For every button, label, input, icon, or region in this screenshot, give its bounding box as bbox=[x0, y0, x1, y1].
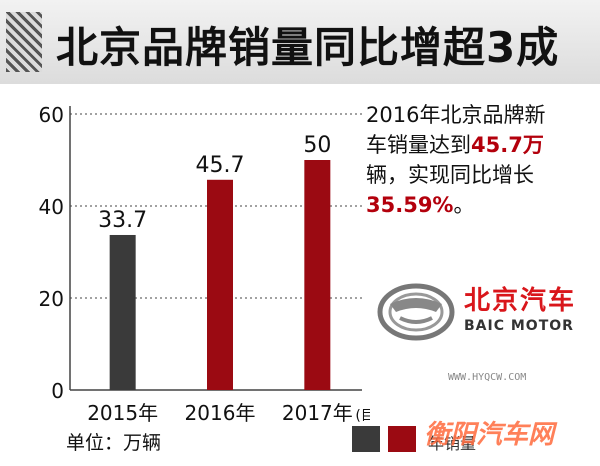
baic-emblem-icon bbox=[377, 283, 455, 341]
bar-chart: 0 20 40 60 33.7 2015年 45.7 2016年 50 2017年(目标) bbox=[39, 103, 370, 424]
summary-note: 2016年北京品牌新 车销量达到45.7万 辆，实现同比增长 35.59%。 bbox=[366, 100, 596, 220]
note-line-2: 车销量达到 bbox=[366, 133, 471, 157]
title-bar: 北京品牌销量同比增超3成 bbox=[0, 0, 600, 84]
unit-label: 单位：万辆 bbox=[66, 432, 162, 454]
y-tick-label: 60 bbox=[39, 103, 64, 127]
note-line-3: 辆，实现同比增长 bbox=[366, 163, 534, 187]
x-tick-label: 2015年 bbox=[87, 401, 158, 424]
title-stripes-decoration bbox=[6, 12, 42, 72]
legend-label: 年销量 bbox=[428, 434, 477, 453]
y-tick-label: 0 bbox=[51, 379, 64, 403]
chart-title: 北京品牌销量同比增超3成 bbox=[56, 23, 560, 72]
x-tick-label: 2016年 bbox=[185, 401, 256, 424]
legend-swatch-dark bbox=[352, 426, 380, 452]
bar bbox=[109, 234, 136, 390]
y-tick-label: 20 bbox=[39, 287, 64, 311]
legend-swatch-red bbox=[388, 426, 416, 452]
x-tick-label: 2017年 bbox=[282, 401, 353, 424]
note-highlight-sales: 45.7万 bbox=[471, 133, 544, 157]
logo-text-cn: 北京汽车 bbox=[464, 286, 577, 316]
data-label: 33.7 bbox=[98, 208, 147, 233]
data-label: 50 bbox=[303, 133, 331, 158]
watermark-site: 衡阳汽车网 bbox=[424, 420, 555, 450]
note-line-1: 2016年北京品牌新 bbox=[366, 103, 546, 127]
bar bbox=[304, 160, 331, 390]
watermark-url: WWW.HYQCW.COM bbox=[448, 372, 527, 383]
x-tick-suffix: (目标) bbox=[355, 408, 370, 424]
note-line-4-suffix: 。 bbox=[453, 193, 475, 217]
logo-text-en: BAIC MOTOR bbox=[464, 318, 574, 334]
bar bbox=[207, 179, 233, 390]
baic-logo: 北京汽车 BAIC MOTOR bbox=[368, 232, 600, 392]
data-label: 45.7 bbox=[196, 153, 245, 178]
note-highlight-growth: 35.59% bbox=[366, 193, 454, 217]
y-tick-label: 40 bbox=[39, 195, 64, 219]
